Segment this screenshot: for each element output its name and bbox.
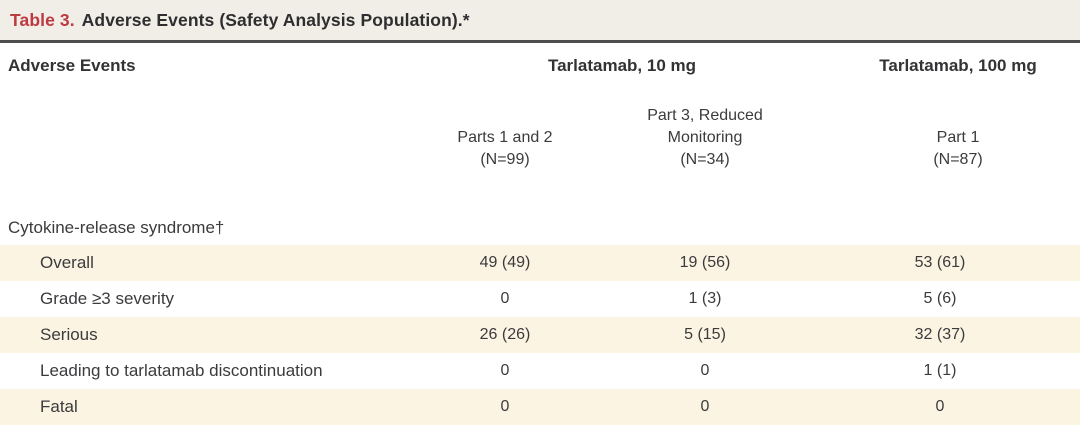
table-row-overall: Overall 49 (49) 19 (56) 53 (61): [0, 245, 1080, 281]
column-group-tarlatamab-10mg: Tarlatamab, 10 mg: [422, 56, 822, 76]
row-value: 53 (61): [914, 254, 966, 271]
subcolumn-n: (N=87): [933, 151, 983, 168]
subcolumn-parts-1-and-2: Parts 1 and 2 (N=99): [400, 127, 610, 173]
table-title: Adverse Events (Safety Analysis Populati…: [81, 9, 470, 30]
column-header-row: Adverse Events Tarlatamab, 10 mg Tarlata…: [0, 43, 1080, 76]
table-row-grade-3-severity: Grade ≥3 severity 0 1 (3) 5 (6): [0, 281, 1080, 317]
column-header-adverse-events: Adverse Events: [8, 56, 136, 75]
row-label: Leading to tarlatamab discontinuation: [40, 361, 323, 380]
subcolumn-part-1: Part 1 (N=87): [818, 127, 1080, 173]
row-value: 5 (6): [923, 290, 957, 307]
column-group-label: Tarlatamab, 10 mg: [547, 56, 697, 75]
subcolumn-n: (N=34): [680, 151, 730, 168]
row-value: 1 (3): [688, 290, 722, 307]
row-label: Overall: [40, 253, 94, 272]
row-value: 0: [500, 398, 510, 415]
subcolumn-header-row: Parts 1 and 2 (N=99) Part 3, Reduced Mon…: [0, 76, 1080, 173]
subcolumn-line: Part 1: [936, 129, 980, 146]
row-value: 32 (37): [914, 326, 966, 343]
row-value: 1 (1): [923, 362, 957, 379]
row-value: 0: [500, 362, 510, 379]
row-value: 0: [700, 362, 710, 379]
row-value: 5 (15): [684, 326, 726, 343]
subcolumn-n: (N=99): [480, 151, 530, 168]
section-label: Cytokine-release syndrome†: [8, 217, 225, 237]
table-row-fatal: Fatal 0 0 0: [0, 389, 1080, 425]
table-row-leading-to-discontinuation: Leading to tarlatamab discontinuation 0 …: [0, 353, 1080, 389]
row-label: Grade ≥3 severity: [40, 289, 175, 308]
row-label: Fatal: [40, 397, 78, 416]
row-value: 0: [500, 290, 510, 307]
table-number: Table 3.: [10, 9, 75, 30]
column-group-label: Tarlatamab, 100 mg: [879, 56, 1037, 75]
row-value: 0: [700, 398, 710, 415]
table-title-bar: Table 3. Adverse Events (Safety Analysis…: [0, 0, 1080, 40]
table-row-serious: Serious 26 (26) 5 (15) 32 (37): [0, 317, 1080, 353]
header-rule: [0, 40, 1080, 43]
row-label: Serious: [40, 325, 98, 344]
column-group-tarlatamab-100mg: Tarlatamab, 100 mg: [818, 56, 1080, 76]
subcolumn-part-3-reduced-monitoring: Part 3, Reduced Monitoring (N=34): [610, 105, 800, 173]
section-header-cytokine-release-syndrome: Cytokine-release syndrome†: [0, 210, 1080, 245]
subcolumn-line: Part 3, Reduced: [647, 107, 763, 124]
row-value: 49 (49): [479, 254, 531, 271]
subcolumn-line: Parts 1 and 2: [457, 129, 553, 146]
row-value: 19 (56): [679, 254, 731, 271]
row-value: 26 (26): [479, 326, 531, 343]
subcolumn-line: Monitoring: [667, 129, 743, 146]
row-value: 0: [935, 398, 945, 415]
